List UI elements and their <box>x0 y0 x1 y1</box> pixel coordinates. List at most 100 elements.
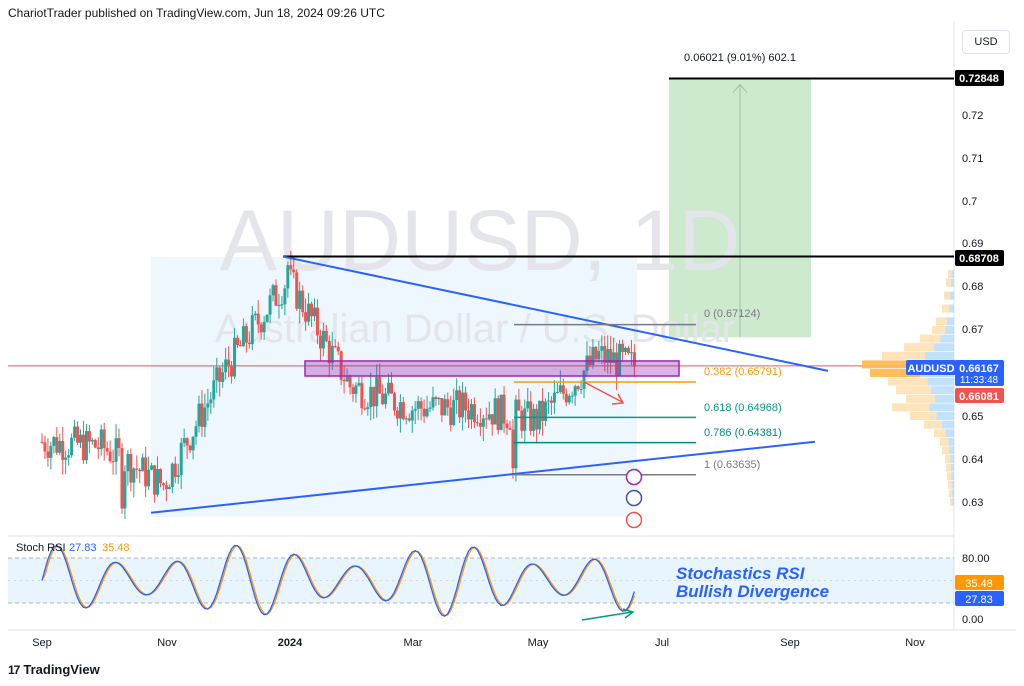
volume-profile-bar <box>950 498 953 506</box>
position-label: 0.06021 (9.01%) 602.1 <box>684 52 796 64</box>
candle-body <box>425 408 429 417</box>
volume-profile-bar <box>904 343 934 352</box>
volume-profile-bar <box>862 360 918 369</box>
candle-body <box>618 343 622 376</box>
candle-body <box>67 455 71 458</box>
event-icon <box>625 489 643 507</box>
candle-body <box>443 399 447 416</box>
y-tick-072: 0.72 <box>962 110 983 122</box>
candle-body <box>452 400 456 426</box>
candle-body <box>567 395 571 403</box>
candle-body <box>354 385 358 394</box>
stoch-d-badge-label: 35.48 <box>965 578 993 590</box>
candle-body <box>129 454 133 483</box>
candle-body <box>120 448 124 509</box>
candle-body <box>390 382 394 394</box>
candle-body <box>597 350 601 360</box>
candle-body <box>321 330 325 349</box>
candle-body <box>585 355 589 371</box>
candle-body <box>529 401 533 431</box>
candle-body <box>218 367 222 382</box>
candle-body <box>621 343 625 352</box>
candle-body <box>55 437 59 453</box>
candle-body <box>357 383 361 386</box>
candle-body <box>629 352 633 354</box>
candle-body <box>167 487 171 490</box>
x-tick-sep-2023: Sep <box>32 637 52 649</box>
candle-body <box>576 386 580 390</box>
candle-body <box>336 347 340 352</box>
candle-body <box>573 386 577 396</box>
price-badge-72848 <box>955 70 1004 86</box>
lower-trendline <box>150 440 816 514</box>
candle-body <box>511 429 515 469</box>
candle-body <box>99 429 103 450</box>
candle-body <box>478 422 482 427</box>
candle-body <box>558 385 562 392</box>
candle-body <box>209 399 213 404</box>
candle-body <box>606 349 610 363</box>
candle-body <box>404 418 408 420</box>
candle-body <box>76 426 80 443</box>
candle-body <box>324 330 328 341</box>
supply-demand-zone <box>304 360 680 377</box>
volume-profile-bar <box>946 317 954 326</box>
candle-body <box>176 475 180 477</box>
currency-selector[interactable]: USD <box>962 30 1010 54</box>
candle-body <box>138 469 142 472</box>
candle-body <box>49 445 53 458</box>
volume-profile-bar <box>945 326 954 334</box>
countdown-label: 11:33:48 <box>960 375 999 386</box>
candle-body <box>295 272 299 309</box>
candle-body <box>428 407 432 409</box>
candle-body <box>126 454 130 472</box>
candle-body <box>79 434 83 443</box>
candle-body <box>250 315 254 345</box>
volume-profile-bar <box>940 437 949 446</box>
candle-body <box>84 431 88 461</box>
candle-body <box>348 376 352 388</box>
candle-body <box>544 401 548 421</box>
candle-body <box>117 438 121 449</box>
candle-body <box>286 265 290 289</box>
watermark-name: Australian Dollar / U.S. Dollar <box>215 307 735 351</box>
candle-body <box>182 438 186 443</box>
divergence-arrow-line <box>581 611 633 621</box>
candle-body <box>310 303 314 317</box>
candle-body <box>292 269 296 273</box>
candle-body <box>327 340 331 364</box>
stoch-d-value: 35.48 <box>102 542 130 554</box>
candle-body <box>170 463 174 488</box>
candle-body <box>191 436 195 451</box>
candle-body <box>61 441 65 460</box>
candle-body <box>244 326 248 343</box>
candle-body <box>508 428 512 430</box>
bearish-arrow-line <box>583 381 623 403</box>
candle-body <box>416 401 420 409</box>
volume-profile-bar <box>896 386 931 395</box>
candle-body <box>179 442 183 476</box>
candle-body <box>552 392 556 403</box>
volume-profile-bar <box>934 429 946 438</box>
candle-body <box>345 376 349 382</box>
last-price-badge <box>955 360 1004 386</box>
candle-body <box>147 469 151 487</box>
volume-profile-bar <box>910 412 937 420</box>
candle-body <box>564 393 568 403</box>
divergence-arrow-head <box>622 608 635 619</box>
bearish-arrow-head <box>611 393 625 405</box>
candle-body <box>372 386 376 407</box>
volume-profile-bar <box>950 455 954 463</box>
volume-profile-bar <box>924 420 942 429</box>
candle-body <box>632 352 636 367</box>
candle-body <box>398 402 402 419</box>
volume-profile-bar <box>946 463 951 472</box>
candle-body <box>212 380 216 400</box>
candle-body <box>188 445 192 451</box>
candle-body <box>449 407 453 426</box>
candle-body <box>401 402 405 420</box>
candle-body <box>135 468 139 470</box>
candle-body <box>253 313 257 316</box>
candle-body <box>546 400 550 402</box>
